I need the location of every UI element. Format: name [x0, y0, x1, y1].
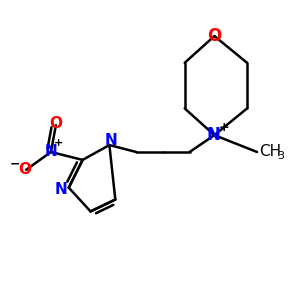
Text: +: + [219, 121, 230, 134]
Text: N: N [105, 133, 118, 148]
Text: N: N [45, 145, 57, 160]
Text: N: N [55, 182, 67, 197]
Text: N: N [206, 126, 220, 144]
Text: CH: CH [259, 145, 281, 160]
Text: +: + [54, 138, 64, 148]
Text: O: O [207, 27, 221, 45]
Text: 3: 3 [277, 151, 284, 161]
Text: O: O [50, 116, 62, 131]
Text: −: − [10, 158, 20, 170]
Text: O: O [19, 162, 32, 177]
